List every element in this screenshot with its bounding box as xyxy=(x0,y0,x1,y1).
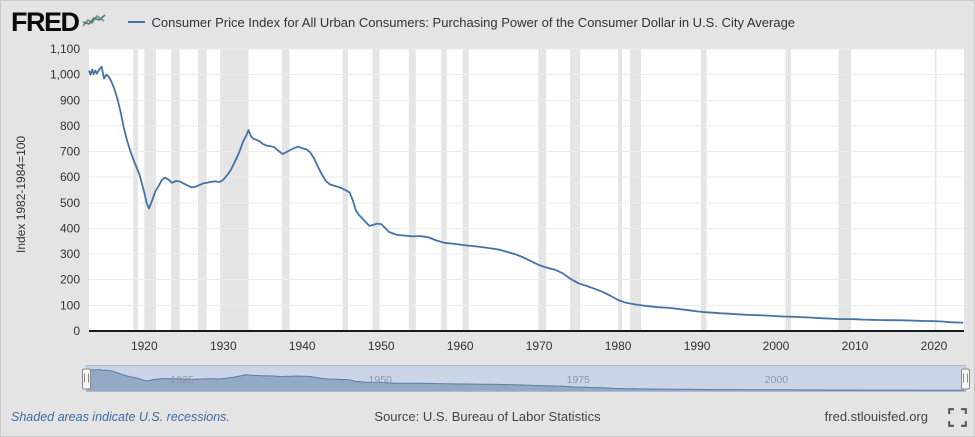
minimap-line xyxy=(87,368,965,391)
minimap-year-label: 1975 xyxy=(567,374,591,386)
y-tick-label: 300 xyxy=(60,247,80,261)
minimap-year-label: 1950 xyxy=(369,374,393,386)
x-tick-label: 2020 xyxy=(921,339,948,353)
minimap-year-label: 2000 xyxy=(765,374,789,386)
series-line[interactable] xyxy=(88,65,964,324)
fred-logo-chart-icon xyxy=(81,12,106,34)
recession-note: Shaded areas indicate U.S. recessions. xyxy=(11,410,230,424)
y-tick-label: 900 xyxy=(60,93,80,107)
recession-band xyxy=(408,49,416,331)
recession-band xyxy=(198,49,207,331)
x-tick-label: 1960 xyxy=(447,339,474,353)
range-slider-chart[interactable]: 1925 1950 1975 2000 xyxy=(87,366,965,391)
main-chart[interactable]: 0 100 200 300 400 500 600 700 800 900 1,000 1,100 19… xyxy=(1,37,975,361)
y-tick-label: 1,000 xyxy=(50,68,80,82)
recession-band xyxy=(372,49,380,331)
minimap-year-label: 1925 xyxy=(170,374,194,386)
range-slider-left-handle[interactable] xyxy=(82,368,91,389)
recession-band xyxy=(133,49,138,331)
y-tick-label: 100 xyxy=(60,298,80,312)
legend-line-swatch xyxy=(127,21,145,23)
x-tick-label: 2000 xyxy=(763,339,790,353)
x-tick-label: 2010 xyxy=(842,339,869,353)
x-tick-label: 1990 xyxy=(684,339,711,353)
fullscreen-icon[interactable] xyxy=(948,408,967,427)
source-link[interactable]: Source: U.S. Bureau of Labor Statistics xyxy=(374,409,601,424)
fred-logo[interactable]: FRED xyxy=(11,6,106,37)
y-tick-label: 500 xyxy=(60,196,80,210)
recession-band xyxy=(281,49,290,331)
x-tick-label: 1980 xyxy=(605,339,632,353)
x-tick-label: 1940 xyxy=(289,339,316,353)
y-tick-label: 700 xyxy=(60,145,80,159)
recession-band xyxy=(934,49,937,331)
recession-band xyxy=(144,49,157,331)
y-tick-label: 1,100 xyxy=(50,42,80,56)
recession-band xyxy=(701,49,707,331)
x-tick-label: 1920 xyxy=(131,339,158,353)
range-slider-right-handle[interactable] xyxy=(961,368,970,389)
recession-band xyxy=(785,49,791,331)
recession-band xyxy=(220,49,249,331)
recession-band xyxy=(441,49,447,331)
x-tick-label: 1950 xyxy=(368,339,395,353)
y-tick-label: 800 xyxy=(60,119,80,133)
recession-band xyxy=(630,49,642,331)
y-tick-label: 200 xyxy=(60,273,80,287)
site-link[interactable]: fred.stlouisfed.org xyxy=(824,409,928,424)
recession-band xyxy=(569,49,581,331)
recession-band xyxy=(618,49,622,331)
series-title: Consumer Price Index for All Urban Consu… xyxy=(151,14,796,30)
x-tick-label: 1930 xyxy=(210,339,237,353)
recession-band xyxy=(462,49,469,331)
y-tick-label: 400 xyxy=(60,222,80,236)
y-tick-label: 0 xyxy=(73,324,80,338)
fred-logo-text: FRED xyxy=(11,6,80,37)
header: FRED Consumer Price Index for All Urban … xyxy=(1,1,974,41)
minimap-area xyxy=(87,369,965,391)
recession-band xyxy=(538,49,547,331)
x-tick-label: 1970 xyxy=(526,339,553,353)
legend: Consumer Price Index for All Urban Consu… xyxy=(127,14,796,30)
y-tick-label: 600 xyxy=(60,170,80,184)
recession-band xyxy=(838,49,851,331)
range-slider[interactable]: 1925 1950 1975 2000 xyxy=(82,365,970,392)
recession-band xyxy=(171,49,180,331)
